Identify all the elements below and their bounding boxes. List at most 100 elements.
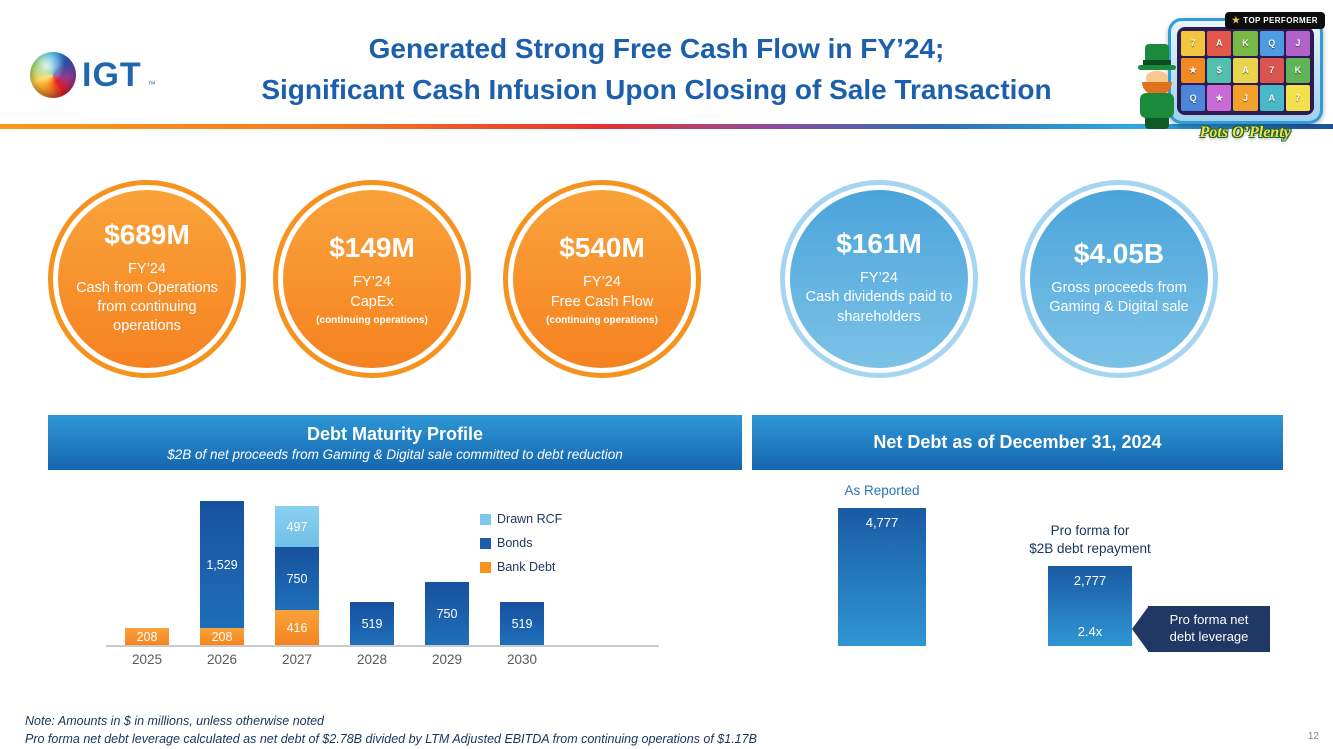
stacked-bar: 519	[500, 602, 544, 645]
page-number: 12	[1307, 731, 1319, 742]
debt-panel-header: Debt Maturity Profile $2B of net proceed…	[48, 415, 742, 470]
bar-segment-bonds: 1,529	[200, 501, 244, 628]
kpi-line: FY’24	[128, 260, 166, 277]
bar-value-label: 208	[211, 629, 233, 644]
reel-tile: ★	[1181, 57, 1206, 84]
bar-value-label: 497	[286, 519, 308, 534]
kpi-value: $149M	[329, 232, 415, 264]
kpi-circle-capex: $149M FY’24 CapEx (continuing operations…	[273, 180, 471, 378]
footnote-2: Pro forma net debt leverage calculated a…	[25, 732, 757, 747]
kpi-circle-free-cash-flow: $540M FY’24 Free Cash Flow (continuing o…	[503, 180, 701, 378]
bar-segment-drawn-rcf: 497	[275, 506, 319, 547]
kpi-line: FY’24	[860, 270, 898, 287]
slot-machine-frame: 7 A K Q J ★ $ A 7 K Q ★ J A 7	[1168, 18, 1323, 124]
kpi-fill: $540M FY’24 Free Cash Flow (continuing o…	[513, 190, 691, 368]
igt-logo-text: IGT	[82, 56, 142, 94]
bar-value-label: 416	[286, 620, 308, 635]
x-axis-label: 2027	[281, 652, 313, 667]
stacked-bar: 519	[350, 602, 394, 645]
top-performer-badge: ★ TOP PERFORMER	[1224, 12, 1325, 29]
kpi-note: (continuing operations)	[316, 314, 428, 326]
net-debt-panel: Net Debt as of December 31, 2024 As Repo…	[752, 415, 1283, 670]
leprechaun-beard	[1142, 82, 1172, 95]
reel-tile: A	[1259, 85, 1284, 111]
bar-value-label: 208	[136, 629, 158, 644]
kpi-fill: $149M FY’24 CapEx (continuing operations…	[283, 190, 461, 368]
legend-item: Drawn RCF	[480, 512, 562, 526]
netdebt-bar-annotation: 2.4x	[1077, 624, 1103, 639]
kpi-value: $540M	[559, 232, 645, 264]
reel-tile: K	[1233, 31, 1258, 56]
stacked-bar: 1,529 208	[200, 501, 244, 645]
legend-item: Bank Debt	[480, 560, 562, 574]
callout-text: Pro forma net debt leverage	[1148, 606, 1270, 652]
bar-segment-bank-debt: 416	[275, 610, 319, 645]
footnote-1: Note: Amounts in $ in millions, unless o…	[25, 714, 324, 728]
kpi-line: FY’24	[583, 274, 621, 291]
debt-chart-title: Debt Maturity Profile	[306, 423, 484, 444]
x-axis-label: 2026	[206, 652, 238, 667]
bar-segment-bonds: 519	[350, 602, 394, 645]
kpi-body: Free Cash Flow	[550, 293, 654, 310]
kpi-note: (continuing operations)	[546, 314, 658, 326]
kpi-line: FY’24	[353, 274, 391, 291]
bar-value-label: 519	[361, 616, 383, 631]
kpi-value: $4.05B	[1073, 237, 1165, 269]
netdebt-bar: 4,777	[838, 508, 926, 646]
kpi-value: $161M	[836, 228, 922, 260]
legend-label: Bonds	[497, 536, 533, 550]
reel-tile: 7	[1259, 57, 1284, 84]
igt-globe-icon	[30, 52, 76, 98]
legend-swatch	[480, 537, 491, 549]
netdebt-bar: 2,777 2.4x	[1048, 566, 1132, 646]
leprechaun-legs	[1145, 118, 1169, 129]
netdebt-bar-label: Pro forma for $2B debt repayment	[1029, 523, 1151, 557]
kpi-circle-gross-proceeds: $4.05B Gross proceeds from Gaming & Digi…	[1020, 180, 1218, 378]
footnotes: Note: Amounts in $ in millions, unless o…	[25, 712, 757, 748]
bar-segment-bonds: 750	[425, 582, 469, 645]
reel-tile: K	[1285, 57, 1310, 84]
debt-chart-axis	[106, 645, 659, 647]
kpi-circle-dividends: $161M FY’24 Cash dividends paid to share…	[780, 180, 978, 378]
bar-value-label: 750	[286, 571, 308, 586]
legend-swatch	[480, 561, 491, 573]
stacked-bar: 497 750 416	[275, 506, 319, 645]
kpi-value: $689M	[104, 218, 190, 250]
callout-arrow-icon	[1132, 606, 1148, 651]
reel-tile: Q	[1259, 31, 1284, 56]
bar-value-label: 1,529	[206, 557, 238, 572]
badge-label: TOP PERFORMER	[1243, 16, 1318, 25]
netdebt-bar-value: 2,777	[1073, 573, 1107, 588]
kpi-circle-cash-from-operations: $689M FY’24 Cash from Operations from co…	[48, 180, 246, 378]
trademark-symbol: ™	[147, 80, 156, 89]
bar-segment-bank-debt: 208	[125, 628, 169, 645]
reel-tile: Q	[1181, 85, 1206, 111]
leprechaun-illustration	[1135, 44, 1179, 140]
x-axis-label: 2030	[506, 652, 538, 667]
star-icon: ★	[1231, 15, 1241, 25]
bar-segment-bank-debt: 208	[200, 628, 244, 645]
debt-chart-subtitle: $2B of net proceeds from Gaming & Digita…	[167, 446, 623, 462]
kpi-fill: $4.05B Gross proceeds from Gaming & Digi…	[1030, 190, 1208, 368]
game-promo: 7 A K Q J ★ $ A 7 K Q ★ J A 7 ★ TOP PERFORMER Pots O’P…	[1135, 4, 1325, 144]
reel-tile: J	[1285, 31, 1310, 56]
stacked-bar: 208	[125, 628, 169, 645]
gradient-divider	[0, 124, 1333, 129]
legend-item: Bonds	[480, 536, 562, 550]
x-axis-label: 2025	[131, 652, 163, 667]
kpi-body: CapEx	[350, 293, 394, 310]
igt-logo: IGT ™	[30, 52, 156, 98]
bar-value-label: 750	[436, 606, 458, 621]
netdebt-panel-header: Net Debt as of December 31, 2024	[752, 415, 1283, 470]
leprechaun-hat-band	[1143, 60, 1171, 65]
reel-tile: J	[1233, 85, 1258, 111]
leprechaun-body	[1140, 93, 1174, 118]
bar-segment-bonds: 519	[500, 602, 544, 645]
legend-swatch	[480, 513, 491, 525]
game-title: Pots O’Plenty	[1199, 124, 1291, 141]
kpi-body: Cash from Operations from continuing ope…	[76, 279, 218, 335]
x-axis-label: 2028	[356, 652, 388, 667]
bar-value-label: 519	[511, 616, 533, 631]
slide-title: Generated Strong Free Cash Flow in FY’24…	[180, 28, 1133, 111]
